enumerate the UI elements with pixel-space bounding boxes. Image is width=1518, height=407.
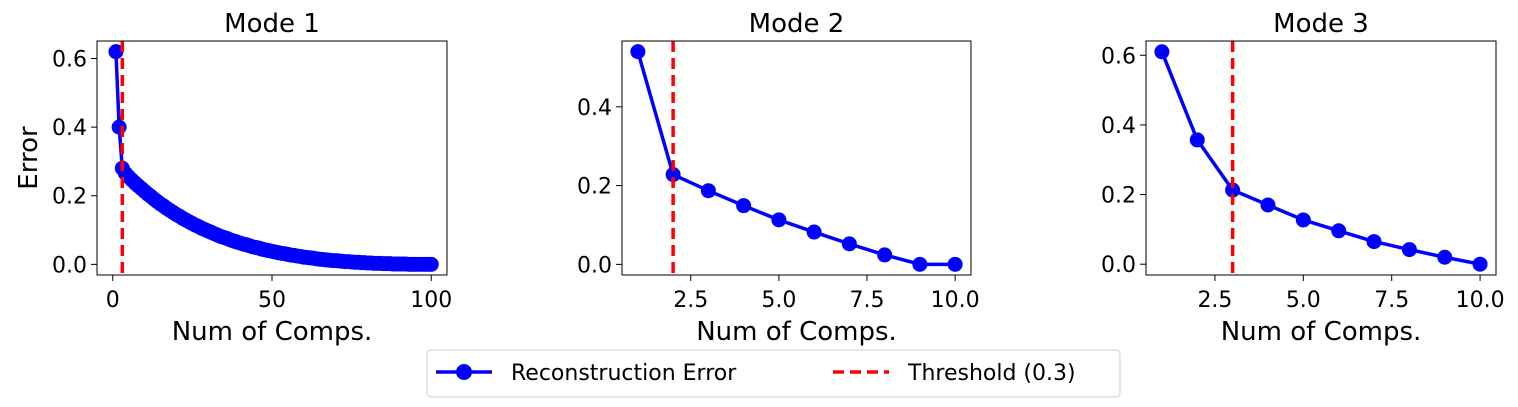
legend-series-label: Reconstruction Error [511, 361, 737, 386]
y-tick-label: 0.2 [52, 185, 87, 210]
y-tick-label: 0.0 [577, 253, 612, 278]
panel-1: 0 50 100 0.0 0.2 0.4 0.6 Mode 1 Num of Comps. Err… [14, 9, 452, 347]
y-tick-label: 0.6 [52, 47, 87, 72]
x-axis-label: Num of Comps. [696, 317, 897, 347]
series-line [1160, 51, 1481, 266]
legend: Reconstruction Error Threshold (0.3) [426, 349, 1121, 398]
data-point [1401, 242, 1417, 258]
data-point [1260, 197, 1276, 213]
y-tick-label: 0.4 [52, 116, 87, 141]
x-axis-label: Num of Comps. [1221, 317, 1422, 347]
y-tick-label: 0.6 [1101, 44, 1136, 69]
panel-title: Mode 1 [224, 9, 320, 39]
panel-title: Mode 2 [749, 9, 845, 39]
x-tick-label: 10.0 [1456, 288, 1505, 313]
legend-series-marker [456, 364, 472, 380]
data-point [877, 247, 893, 263]
x-tick-label: 2.5 [673, 288, 708, 313]
y-tick-label: 0.2 [577, 175, 612, 200]
x-tick-label: 7.5 [850, 288, 885, 313]
data-point [1366, 234, 1382, 250]
x-tick-label: 10.0 [931, 288, 980, 313]
data-point [806, 224, 822, 240]
data-point [111, 119, 127, 135]
y-axis-label: Error [14, 126, 44, 190]
data-point [1331, 223, 1347, 239]
data-point [700, 183, 716, 199]
data-point [947, 256, 963, 272]
panel-2: 2.5 5.0 7.5 10.0 0.0 0.2 0.4 Mode 2 Num of Comps… [577, 9, 980, 347]
data-point [736, 198, 752, 214]
x-tick-label: 100 [410, 288, 452, 313]
y-tick-label: 0.4 [577, 96, 612, 121]
data-point [1189, 132, 1205, 148]
x-tick-label: 5.0 [1286, 288, 1321, 313]
y-tick-label: 0.0 [1101, 253, 1136, 278]
data-point [1154, 44, 1170, 60]
data-point [1295, 212, 1311, 228]
data-point [1472, 256, 1488, 272]
y-tick-label: 0.0 [52, 253, 87, 278]
y-tick-label: 0.2 [1101, 184, 1136, 209]
x-tick-label: 7.5 [1374, 288, 1409, 313]
series-line [114, 51, 432, 267]
data-point [423, 256, 439, 272]
x-tick-label: 5.0 [761, 288, 796, 313]
panel-3: 2.5 5.0 7.5 10.0 0.0 0.2 0.4 0.6 Mode 3 Num of Co… [1101, 9, 1505, 347]
data-point [841, 236, 857, 252]
data-point [108, 44, 124, 60]
axis-frame [621, 40, 972, 276]
data-point [771, 212, 787, 228]
y-tick-label: 0.4 [1101, 114, 1136, 139]
data-point [1225, 182, 1241, 198]
x-tick-label: 50 [258, 288, 286, 313]
panel-title: Mode 3 [1273, 9, 1369, 39]
data-point [1437, 249, 1453, 265]
data-point [912, 256, 928, 272]
panels: 0 50 100 0.0 0.2 0.4 0.6 Mode 1 Num of Comps. Err… [14, 9, 1505, 347]
data-point [630, 44, 646, 60]
axis-frame [96, 40, 448, 276]
axis-frame [1145, 40, 1497, 276]
legend-threshold-label: Threshold (0.3) [907, 361, 1076, 386]
series-line [636, 51, 956, 267]
data-point [665, 167, 681, 183]
x-tick-label: 2.5 [1197, 288, 1232, 313]
x-tick-label: 0 [106, 288, 120, 313]
legend-box [426, 349, 1121, 398]
x-axis-label: Num of Comps. [172, 317, 373, 347]
